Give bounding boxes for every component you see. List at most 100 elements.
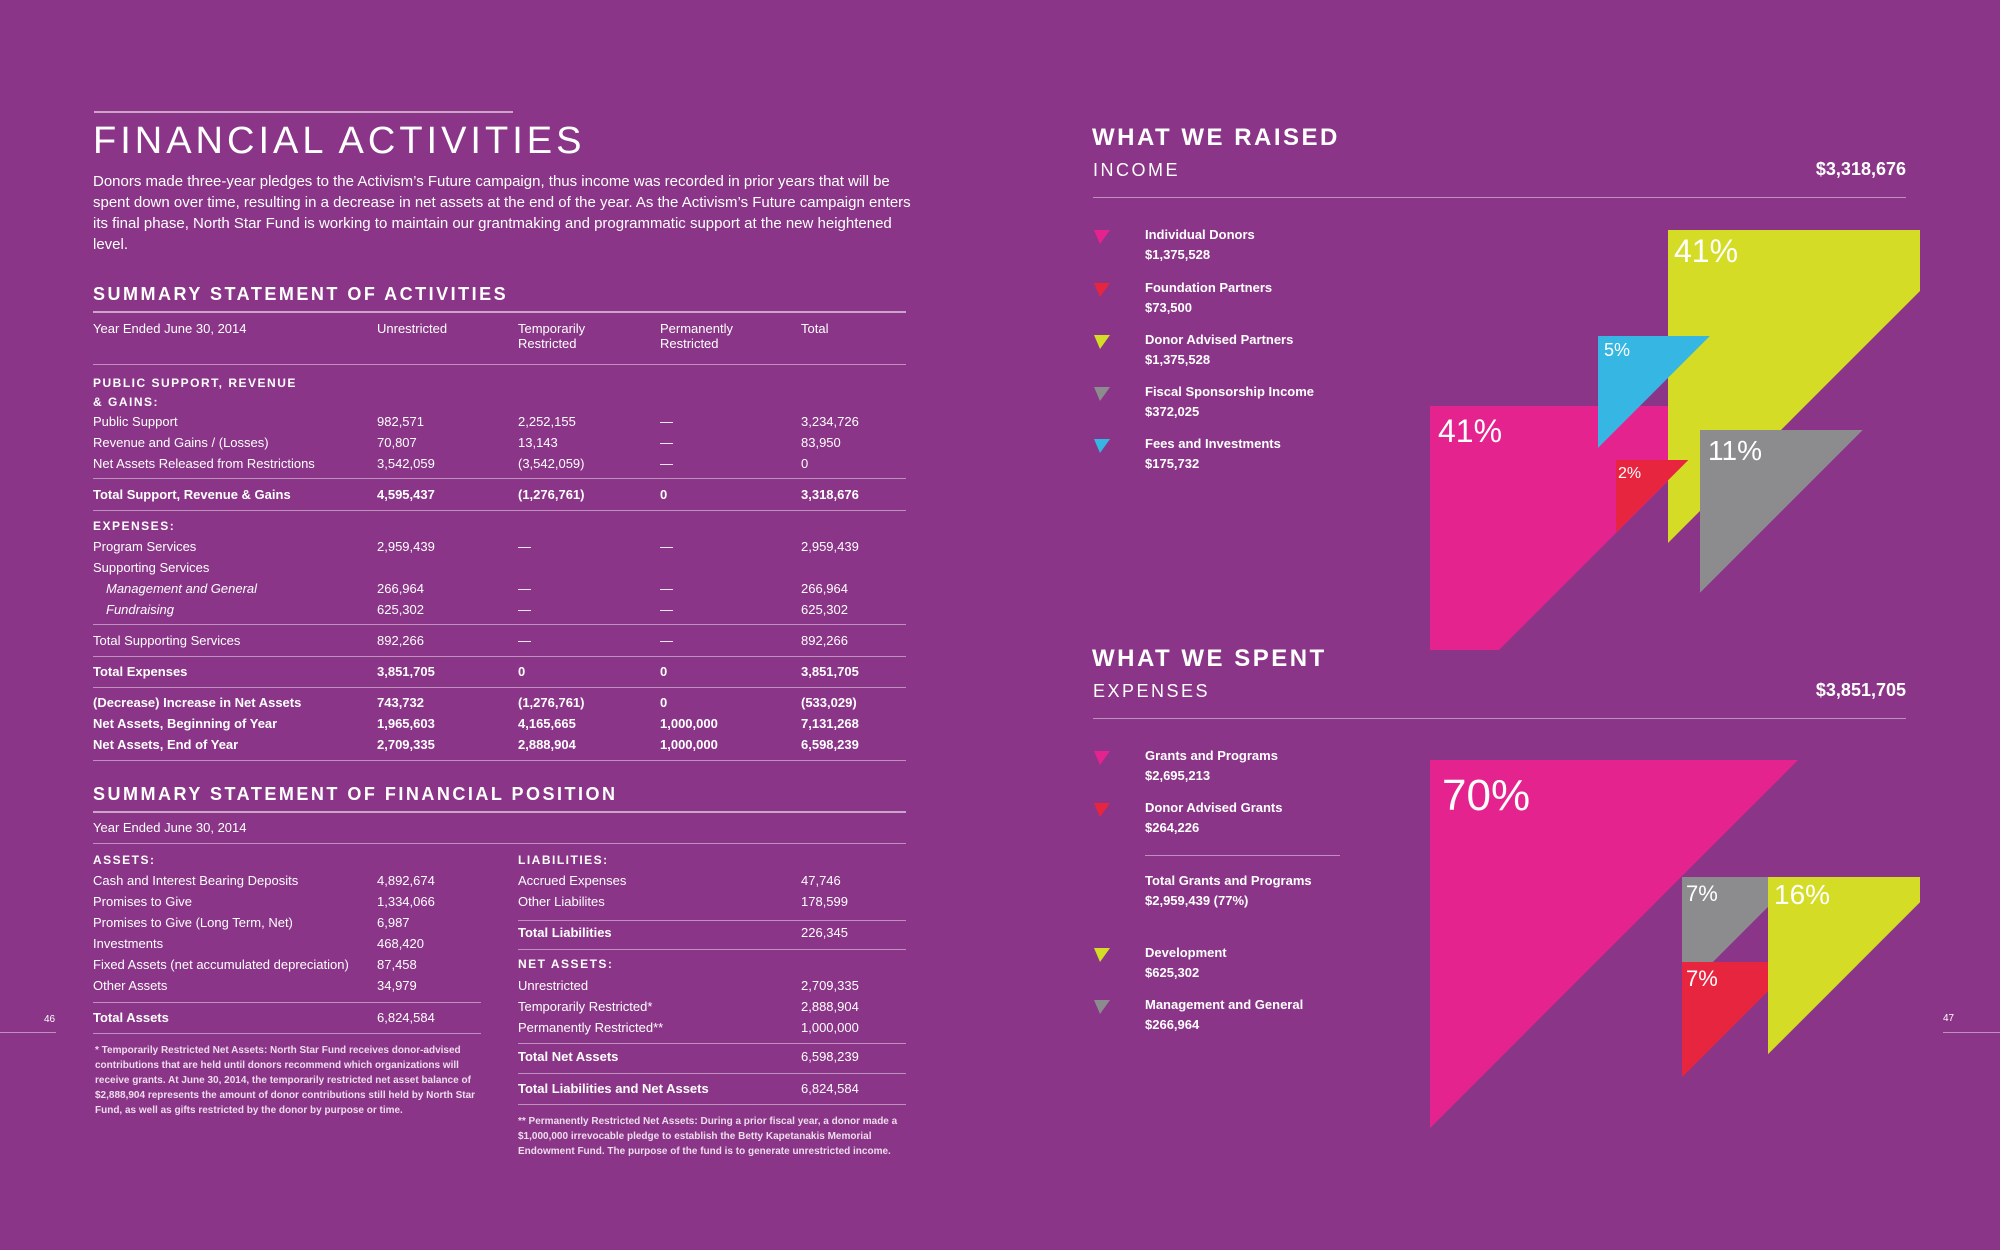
- row-value: —: [660, 414, 673, 429]
- row-value: —: [660, 539, 673, 554]
- row-value: 2,252,155: [518, 414, 576, 429]
- row-label: Fundraising: [106, 602, 174, 617]
- activities-bottom-rule: [93, 760, 906, 761]
- row-value: 1,965,603: [377, 716, 435, 731]
- title-rule: [94, 111, 513, 113]
- legend-value: $175,732: [1145, 456, 1200, 471]
- raised-subheading: INCOME: [1093, 160, 1180, 180]
- assets-bottom-rule: [93, 1033, 481, 1034]
- asset-value: 6,987: [377, 915, 410, 930]
- page-number-right: 47: [1943, 1013, 1955, 1024]
- row-label: Net Assets, Beginning of Year: [93, 716, 278, 731]
- row-value: —: [518, 539, 531, 554]
- position-year-rule: [93, 843, 906, 844]
- row-value: —: [660, 456, 673, 471]
- net-assets-heading: NET ASSETS:: [518, 957, 614, 971]
- footnote-permanently-restricted: ** Permanently Restricted Net Assets: Du…: [518, 1116, 898, 1157]
- legend-value: $73,500: [1145, 300, 1192, 315]
- position-heading: SUMMARY STATEMENT OF FINANCIAL POSITION: [93, 784, 618, 804]
- chart-slice-label: 16%: [1774, 879, 1830, 910]
- subtotal-rule: [1145, 855, 1340, 856]
- row-value: —: [518, 602, 531, 617]
- chart-slice: [1768, 877, 1920, 1055]
- row-value: 982,571: [377, 414, 424, 429]
- row-value: 625,302: [801, 602, 848, 617]
- legend-name: Donor Advised Partners: [1145, 332, 1294, 347]
- row-label: Total Support, Revenue & Gains: [93, 487, 291, 502]
- page-number-left: 46: [44, 1014, 56, 1025]
- liabilities-total-value: 226,345: [801, 925, 848, 940]
- row-label: Net Assets Released from Restrictions: [93, 456, 315, 471]
- row-value: 3,851,705: [377, 664, 435, 679]
- row-label: Public Support: [93, 414, 178, 429]
- legend-value: $372,025: [1145, 404, 1200, 419]
- asset-value: 1,334,066: [377, 894, 435, 909]
- row-value: 0: [660, 487, 668, 502]
- row-value: —: [660, 633, 673, 648]
- row-value: (533,029): [801, 695, 857, 710]
- row-value: (1,276,761): [518, 487, 585, 502]
- row-label: Total Expenses: [93, 664, 188, 679]
- grand-total-label: Total Liabilities and Net Assets: [518, 1081, 709, 1096]
- row-value: 4,165,665: [518, 716, 576, 731]
- row-value: 3,234,726: [801, 414, 859, 429]
- row-value: —: [660, 581, 673, 596]
- raised-chart: 41% 41% 5% 2% 11%: [1430, 230, 1920, 650]
- col-header-unrestricted: Unrestricted: [377, 321, 448, 336]
- spent-total: $3,851,705: [1815, 680, 1906, 700]
- grand-total-rule: [518, 1073, 906, 1074]
- chart-slice-label: 70%: [1442, 771, 1530, 820]
- net-asset-value: 1,000,000: [801, 1020, 859, 1035]
- row-label: (Decrease) Increase in Net Assets: [93, 695, 302, 710]
- assets-heading: ASSETS:: [93, 853, 156, 867]
- legend-value: $264,226: [1145, 820, 1200, 835]
- position-rule: [93, 811, 906, 813]
- row-value: 1,000,000: [660, 737, 718, 752]
- col-header-permanently-restricted: Permanently Restricted: [660, 321, 733, 351]
- legend-name: Fiscal Sponsorship Income: [1145, 384, 1315, 399]
- liability-label: Other Liabilites: [518, 894, 605, 909]
- row-value: 70,807: [377, 435, 417, 450]
- raised-heading: WHAT WE RAISED: [1092, 124, 1340, 151]
- spent-rule: [1093, 718, 1906, 719]
- col-header-year: Year Ended June 30, 2014: [93, 321, 247, 336]
- legend-swatch-icon: [1094, 1000, 1110, 1014]
- row-value: 0: [518, 664, 526, 679]
- legend-name: Foundation Partners: [1145, 280, 1273, 295]
- net-total-value: 6,598,239: [801, 1049, 859, 1064]
- row-label: Management and General: [106, 581, 258, 596]
- chart-slice-label: 41%: [1674, 233, 1738, 269]
- grand-total-value: 6,824,584: [801, 1081, 859, 1096]
- legend-swatch-icon: [1094, 803, 1110, 817]
- liability-label: Accrued Expenses: [518, 873, 627, 888]
- legend-swatch-icon: [1094, 439, 1110, 453]
- row-value: —: [660, 602, 673, 617]
- legend-swatch-icon: [1094, 283, 1110, 297]
- col-header-temporarily-restricted: Temporarily Restricted: [518, 321, 586, 351]
- row-value: 2,959,439: [377, 539, 435, 554]
- row-value: (3,542,059): [518, 456, 585, 471]
- asset-label: Other Assets: [93, 978, 168, 993]
- row-value: 3,542,059: [377, 456, 435, 471]
- chart-slice-label: 7%: [1686, 966, 1718, 991]
- page-title: FINANCIAL ACTIVITIES: [93, 120, 586, 162]
- header-rule: [93, 364, 906, 365]
- legend-value: $625,302: [1145, 965, 1200, 980]
- legend-name: Management and General: [1145, 997, 1304, 1012]
- net-asset-label: Unrestricted: [518, 978, 589, 993]
- row-label: Net Assets, End of Year: [93, 737, 239, 752]
- subtotal-value: $2,959,439 (77%): [1145, 893, 1249, 908]
- row-value: 266,964: [801, 581, 848, 596]
- intro-paragraph: Donors made three-year pledges to the Ac…: [93, 173, 911, 253]
- row-label: Revenue and Gains / (Losses): [93, 435, 269, 450]
- legend-value: $266,964: [1145, 1017, 1200, 1032]
- row-value: 4,595,437: [377, 487, 435, 502]
- page-number-right-rule: [1943, 1032, 2000, 1033]
- assets-total-rule: [93, 1002, 481, 1003]
- row-value: 892,266: [377, 633, 424, 648]
- spent-subheading: EXPENSES: [1093, 681, 1211, 701]
- row-label: Supporting Services: [93, 560, 210, 575]
- row-value: 7,131,268: [801, 716, 859, 731]
- legend-name: Fees and Investments: [1145, 436, 1281, 451]
- net-rule: [93, 687, 906, 688]
